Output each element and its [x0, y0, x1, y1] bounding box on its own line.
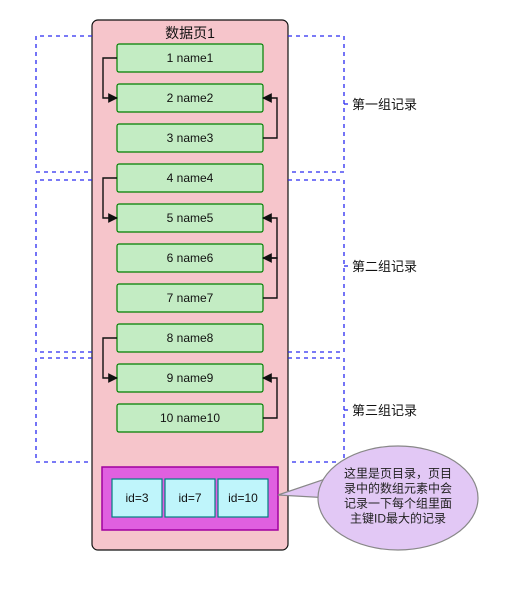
group-label: 第三组记录	[352, 403, 417, 418]
directory-cell-label: id=7	[178, 491, 201, 505]
diagram-stage: 数据页1 1 name1 2 name2 3 name3 4 name4 5 name5 6…	[0, 0, 512, 594]
record-label: 4 name4	[167, 171, 214, 185]
group-bracket-left	[36, 36, 92, 172]
record-label: 10 name10	[160, 411, 220, 425]
group-bracket-right	[288, 36, 344, 172]
record-label: 8 name8	[167, 331, 214, 345]
group-label: 第二组记录	[352, 259, 417, 274]
directory-cell-label: id=3	[125, 491, 148, 505]
record-label: 6 name6	[167, 251, 214, 265]
group-bracket-left	[36, 180, 92, 352]
record-label: 7 name7	[167, 291, 214, 305]
group-bracket-left	[36, 358, 92, 462]
record-label: 1 name1	[167, 51, 214, 65]
group-label: 第一组记录	[352, 97, 417, 112]
page-title: 数据页1	[165, 25, 215, 41]
callout-text-line: 主键ID最大的记录	[350, 511, 446, 526]
group-bracket-right	[288, 180, 344, 352]
callout-text-line: 记录一下每个组里面	[344, 496, 452, 511]
callout-text-line: 录中的数组元素中会	[344, 481, 452, 496]
directory-cell-label: id=10	[228, 491, 258, 505]
group-bracket-right	[288, 358, 344, 462]
callout-text-line: 这里是页目录，页目	[344, 466, 452, 481]
record-label: 5 name5	[167, 211, 214, 225]
record-label: 3 name3	[167, 131, 214, 145]
record-label: 2 name2	[167, 91, 214, 105]
record-label: 9 name9	[167, 371, 214, 385]
